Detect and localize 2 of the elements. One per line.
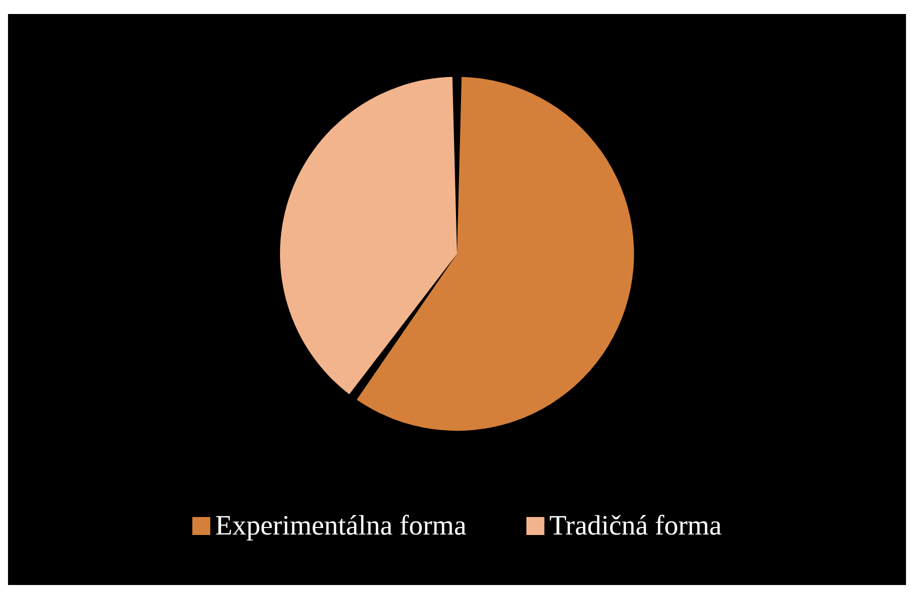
legend-label: Experimentálna forma (215, 510, 467, 542)
legend-label: Tradičná forma (549, 510, 722, 542)
